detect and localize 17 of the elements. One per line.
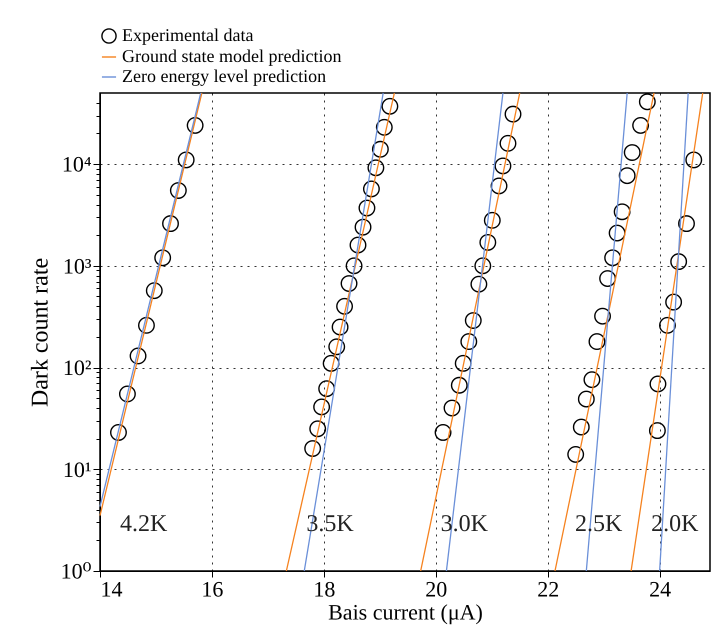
legend-label: Experimental data: [122, 25, 254, 45]
legend-label: Zero energy level prediction: [122, 66, 326, 86]
y-tick-label: 10²: [62, 355, 92, 380]
x-tick-label: 20: [425, 576, 448, 602]
x-tick-label: 22: [537, 576, 560, 602]
x-tick-label: 14: [100, 576, 122, 602]
y-tick-label: 10³: [62, 253, 92, 278]
x-axis-title: Bais current (μA): [328, 600, 483, 624]
annotation: 4.2K: [120, 511, 168, 537]
x-tick-label: 16: [201, 576, 224, 602]
y-axis-title: Dark count rate: [28, 258, 54, 408]
x-tick-label: 24: [649, 576, 672, 602]
y-tick-label: 10¹: [62, 456, 92, 482]
x-tick-label: 18: [313, 576, 336, 602]
y-tick-label: 10⁰: [60, 558, 92, 584]
legend-label: Ground state model prediction: [122, 46, 342, 66]
y-tick-label: 10⁴: [62, 152, 92, 177]
